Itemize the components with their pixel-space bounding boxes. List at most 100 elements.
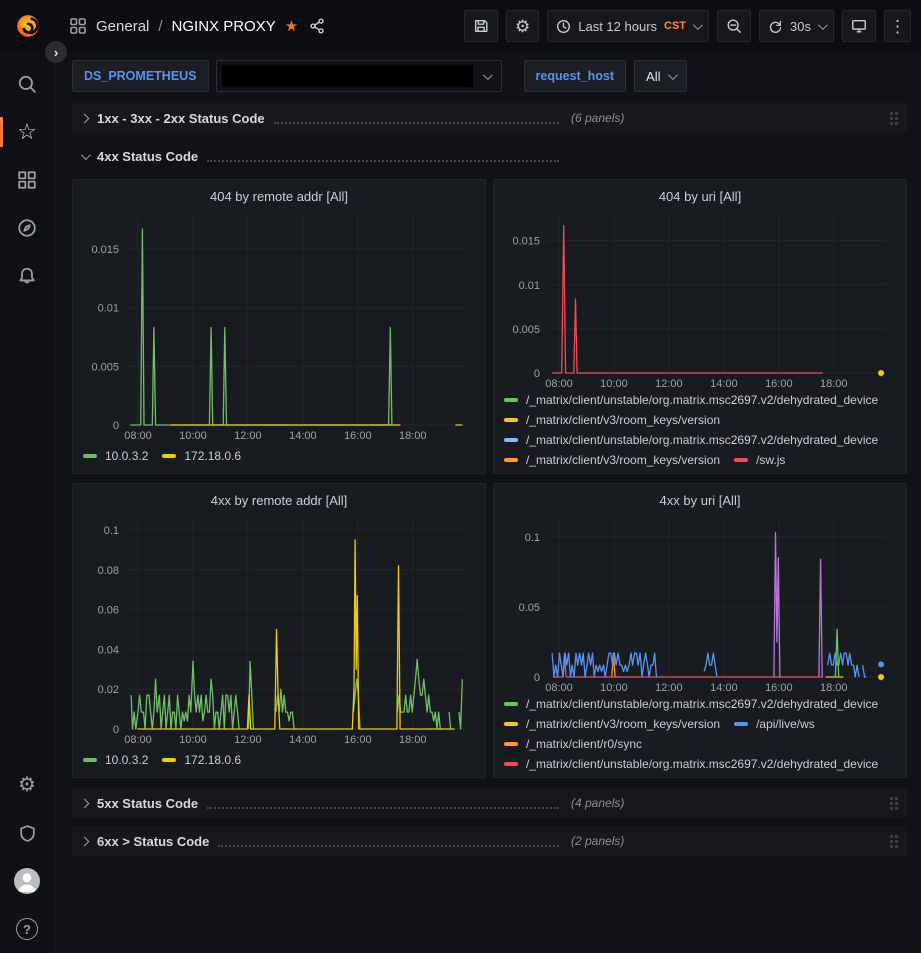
svg-text:12:00: 12:00 (655, 682, 683, 694)
svg-text:14:00: 14:00 (289, 430, 317, 442)
dashboard-row-6xx[interactable]: 6xx > Status Code (2 panels) (72, 826, 907, 856)
favorite-star-icon[interactable]: ★ (284, 17, 299, 35)
request-host-variable-select[interactable]: All (634, 60, 688, 92)
dashboard-row-5xx[interactable]: 5xx Status Code (4 panels) (72, 788, 907, 818)
bell-icon (19, 267, 35, 284)
sidebar-item-search[interactable] (0, 60, 55, 108)
row-drag-handle[interactable] (890, 111, 898, 125)
question-icon: ? (16, 918, 38, 940)
sidebar-item-help[interactable]: ? (0, 905, 55, 953)
legend-swatch (83, 454, 97, 458)
legend-label: /_matrix/client/v3/room_keys/version (526, 413, 721, 427)
sidebar-item-profile[interactable] (0, 857, 55, 905)
timeseries-chart[interactable]: 08:00 10:00 12:00 14:00 16:00 18:00 0 0.05 0.1 (504, 512, 896, 697)
timeseries-chart[interactable]: 08:00 10:00 12:00 14:00 16:00 18:00 0 0.005 0.01… (504, 208, 896, 393)
dashboard-title[interactable]: NGINX PROXY (171, 17, 276, 35)
datasource-variable-label: DS_PROMETHEUS (72, 60, 209, 92)
legend-item[interactable]: 172.18.0.6 (162, 753, 241, 767)
svg-text:08:00: 08:00 (124, 430, 152, 442)
refresh-icon (769, 20, 782, 33)
shield-icon (19, 824, 35, 842)
svg-text:08:00: 08:00 (545, 378, 573, 390)
legend-item[interactable]: /api/live/ws (734, 717, 815, 731)
svg-text:08:00: 08:00 (545, 682, 573, 694)
refresh-interval-picker[interactable]: 30s (759, 10, 834, 42)
legend-item[interactable]: /_matrix/client/unstable/org.matrix.msc2… (504, 433, 878, 447)
cycle-view-mode-button[interactable] (842, 10, 876, 42)
svg-text:0.02: 0.02 (98, 684, 119, 696)
dashboard-settings-button[interactable]: ⚙ (506, 10, 540, 42)
top-nav: General / NGINX PROXY ★ ⚙ Last 12 hours … (0, 0, 921, 52)
zoom-out-icon (727, 19, 741, 33)
svg-text:0.04: 0.04 (98, 644, 119, 656)
panel-title[interactable]: 404 by uri [All] (658, 188, 742, 204)
request-host-variable-label: request_host (523, 60, 627, 92)
sidebar-item-dashboards[interactable] (0, 156, 55, 204)
legend-swatch (83, 758, 97, 762)
sidebar-item-explore[interactable] (0, 204, 55, 252)
row-drag-handle[interactable] (890, 834, 898, 848)
legend-item[interactable]: /_matrix/client/r0/sync (504, 737, 642, 751)
svg-text:12:00: 12:00 (234, 734, 262, 746)
legend-item[interactable]: 10.0.3.2 (83, 449, 148, 463)
legend-item[interactable]: /_matrix/client/unstable/org.matrix.msc2… (504, 757, 878, 771)
grafana-logo[interactable] (0, 13, 55, 39)
zoom-out-button[interactable] (717, 10, 752, 42)
dashboard-row-4xx[interactable]: 4xx Status Code (72, 141, 907, 171)
svg-text:16:00: 16:00 (344, 430, 372, 442)
sidebar-expand-button[interactable]: › (45, 41, 67, 63)
time-range-picker[interactable]: Last 12 hours CST (547, 10, 710, 42)
svg-text:16:00: 16:00 (765, 682, 793, 694)
dashboard-content: DS_PROMETHEUS request_host All 1xx - 3xx… (55, 52, 921, 953)
chart-legend: 10.0.3.2 172.18.0.6 (83, 445, 475, 467)
side-menu: ☆ ⚙ ? (0, 52, 55, 953)
chevron-down-icon (80, 149, 91, 160)
save-dashboard-button[interactable] (464, 10, 498, 42)
svg-text:0.05: 0.05 (519, 602, 540, 614)
legend-item[interactable]: 172.18.0.6 (162, 449, 241, 463)
timeseries-chart[interactable]: 08:00 10:00 12:00 14:00 16:00 18:00 0 0.005 0.01… (83, 208, 475, 445)
legend-item[interactable]: /_matrix/client/unstable/org.matrix.msc2… (504, 697, 878, 711)
sidebar-item-alerting[interactable] (0, 252, 55, 300)
row-title: 5xx Status Code (97, 795, 199, 811)
legend-item[interactable]: 10.0.3.2 (83, 753, 148, 767)
row-panel-count: (6 panels) (571, 111, 625, 125)
legend-swatch (734, 722, 749, 726)
legend-item[interactable]: /_matrix/client/v3/room_keys/version (504, 413, 720, 427)
time-range-label: Last 12 hours (578, 18, 658, 34)
sidebar-item-server-admin[interactable] (0, 809, 55, 857)
legend-label: 10.0.3.2 (105, 753, 149, 767)
datasource-variable-select[interactable] (215, 60, 502, 92)
legend-item[interactable]: /sw.js (734, 453, 785, 467)
share-icon[interactable] (309, 18, 325, 34)
panel-title[interactable]: 404 by remote addr [All] (209, 188, 349, 204)
sidebar-item-starred[interactable]: ☆ (0, 108, 55, 156)
person-icon (18, 873, 36, 892)
svg-text:18:00: 18:00 (399, 430, 427, 442)
legend-label: /_matrix/client/unstable/org.matrix.msc2… (526, 757, 879, 771)
sidebar-item-configuration[interactable]: ⚙ (0, 761, 55, 809)
panel-title[interactable]: 4xx by remote addr [All] (210, 492, 348, 508)
legend-item[interactable]: /_matrix/client/v3/room_keys/version (504, 717, 720, 731)
grafana-logo-icon (16, 15, 39, 37)
svg-text:12:00: 12:00 (234, 430, 262, 442)
legend-label: 172.18.0.6 (184, 753, 242, 767)
expand-arrow-icon: › (53, 44, 59, 60)
panel-title[interactable]: 4xx by uri [All] (659, 492, 741, 508)
variables-bar: DS_PROMETHEUS request_host All (72, 60, 907, 92)
breadcrumb-section[interactable]: General (96, 17, 150, 35)
timeseries-chart[interactable]: 08:00 10:00 12:00 14:00 16:00 18:00 0 0.02 0.04 0… (83, 512, 475, 749)
svg-text:12:00: 12:00 (655, 378, 683, 390)
gear-icon: ⚙ (515, 16, 531, 36)
legend-label: /_matrix/client/unstable/org.matrix.msc2… (526, 433, 879, 447)
search-icon (18, 75, 36, 93)
row-drag-handle[interactable] (890, 796, 898, 810)
panel-4xx-by-uri: 4xx by uri [All] 08:00 10:00 12:00 14:00 16:… (493, 483, 907, 778)
panel-404-by-uri: 404 by uri [All] 08:00 10:00 12:00 14:00 16:… (493, 179, 907, 474)
dashboard-row-1xx[interactable]: 1xx - 3xx - 2xx Status Code (6 panels) (72, 103, 907, 133)
kebab-menu-button[interactable]: ⋮ (884, 10, 911, 42)
legend-item[interactable]: /_matrix/client/unstable/org.matrix.msc2… (504, 393, 878, 407)
legend-item[interactable]: /_matrix/client/v3/room_keys/version (504, 453, 720, 467)
svg-text:0.015: 0.015 (91, 244, 119, 256)
svg-text:18:00: 18:00 (399, 734, 427, 746)
